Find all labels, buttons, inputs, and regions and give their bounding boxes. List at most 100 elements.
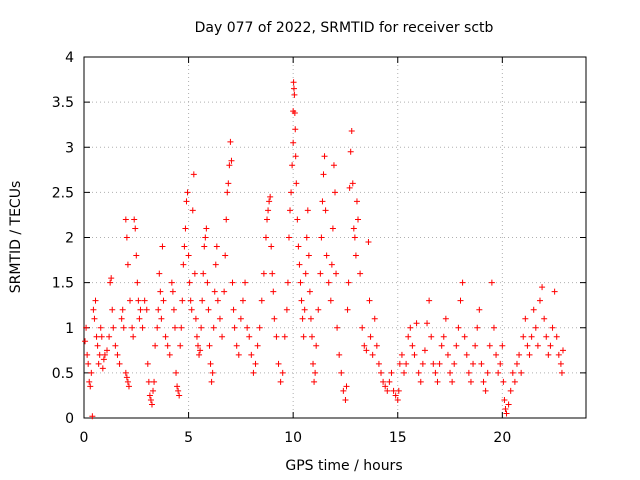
data-point — [267, 193, 274, 200]
data-point — [500, 378, 507, 385]
data-point — [212, 261, 219, 268]
data-point — [472, 342, 479, 349]
y-tick-label: 4 — [65, 50, 74, 66]
y-tick-label: 2 — [65, 231, 74, 247]
data-point — [530, 306, 537, 313]
x-axis-label: GPS time / hours — [285, 458, 402, 474]
data-point — [136, 315, 143, 322]
data-point — [501, 396, 508, 403]
data-point — [384, 387, 391, 394]
data-point — [86, 378, 93, 385]
data-point — [124, 261, 131, 268]
data-point — [407, 324, 414, 331]
data-point — [308, 333, 315, 340]
data-point — [325, 279, 332, 286]
data-point — [233, 342, 240, 349]
data-point — [123, 374, 130, 381]
data-point — [189, 207, 196, 214]
data-point — [524, 342, 531, 349]
data-point — [258, 297, 265, 304]
y-tick-label: 1.5 — [52, 276, 74, 292]
data-point — [461, 333, 468, 340]
data-point — [551, 288, 558, 295]
data-point — [229, 279, 236, 286]
data-point — [371, 315, 378, 322]
data-point — [101, 351, 108, 358]
data-point — [432, 369, 439, 376]
data-point — [405, 333, 412, 340]
data-point — [390, 387, 397, 394]
data-point — [144, 360, 151, 367]
data-point — [145, 378, 152, 385]
data-point — [206, 342, 213, 349]
data-point — [351, 234, 358, 241]
data-point — [336, 351, 343, 358]
data-point — [474, 324, 481, 331]
data-point — [290, 79, 297, 86]
data-point — [264, 216, 271, 223]
data-point — [329, 225, 336, 232]
data-point — [107, 279, 114, 286]
data-point — [133, 252, 140, 259]
data-point — [166, 351, 173, 358]
data-point — [85, 360, 92, 367]
data-point — [298, 297, 305, 304]
data-point — [269, 270, 276, 277]
data-point — [244, 324, 251, 331]
data-point — [223, 216, 230, 223]
data-point — [147, 396, 154, 403]
data-point — [150, 387, 157, 394]
data-point — [201, 243, 208, 250]
data-point — [495, 369, 502, 376]
data-point — [411, 351, 418, 358]
data-point — [292, 153, 299, 160]
data-point — [87, 383, 94, 390]
data-point — [297, 279, 304, 286]
data-point — [141, 297, 148, 304]
data-point — [110, 324, 117, 331]
data-point — [228, 157, 235, 164]
data-point — [122, 369, 129, 376]
data-point — [177, 342, 184, 349]
data-point — [204, 279, 211, 286]
y-tick-label: 2.5 — [52, 185, 74, 201]
data-point — [235, 351, 242, 358]
data-point — [357, 270, 364, 277]
data-point — [198, 324, 205, 331]
data-point — [291, 85, 298, 92]
data-point — [97, 324, 104, 331]
data-point — [349, 180, 356, 187]
data-point — [135, 297, 142, 304]
x-tick-label: 15 — [389, 430, 407, 446]
data-point — [307, 315, 314, 322]
data-point — [288, 189, 295, 196]
data-point — [363, 347, 370, 354]
data-point — [197, 347, 204, 354]
plot-frame — [83, 56, 587, 419]
data-point — [157, 288, 164, 295]
data-point — [476, 306, 483, 313]
data-point — [222, 252, 229, 259]
data-point — [369, 351, 376, 358]
data-point — [532, 324, 539, 331]
data-point — [486, 342, 493, 349]
data-point — [83, 324, 90, 331]
data-point — [174, 383, 181, 390]
data-point — [428, 333, 435, 340]
data-point — [528, 333, 535, 340]
data-point — [415, 369, 422, 376]
data-point — [302, 270, 309, 277]
data-point — [455, 324, 462, 331]
data-point — [353, 198, 360, 205]
data-point — [342, 396, 349, 403]
data-point — [284, 279, 291, 286]
data-point — [465, 369, 472, 376]
data-point — [359, 324, 366, 331]
data-point — [328, 261, 335, 268]
data-point — [424, 320, 431, 327]
data-point — [226, 162, 233, 169]
data-point — [289, 162, 296, 169]
data-point — [254, 342, 261, 349]
data-point — [265, 207, 272, 214]
data-point — [119, 306, 126, 313]
